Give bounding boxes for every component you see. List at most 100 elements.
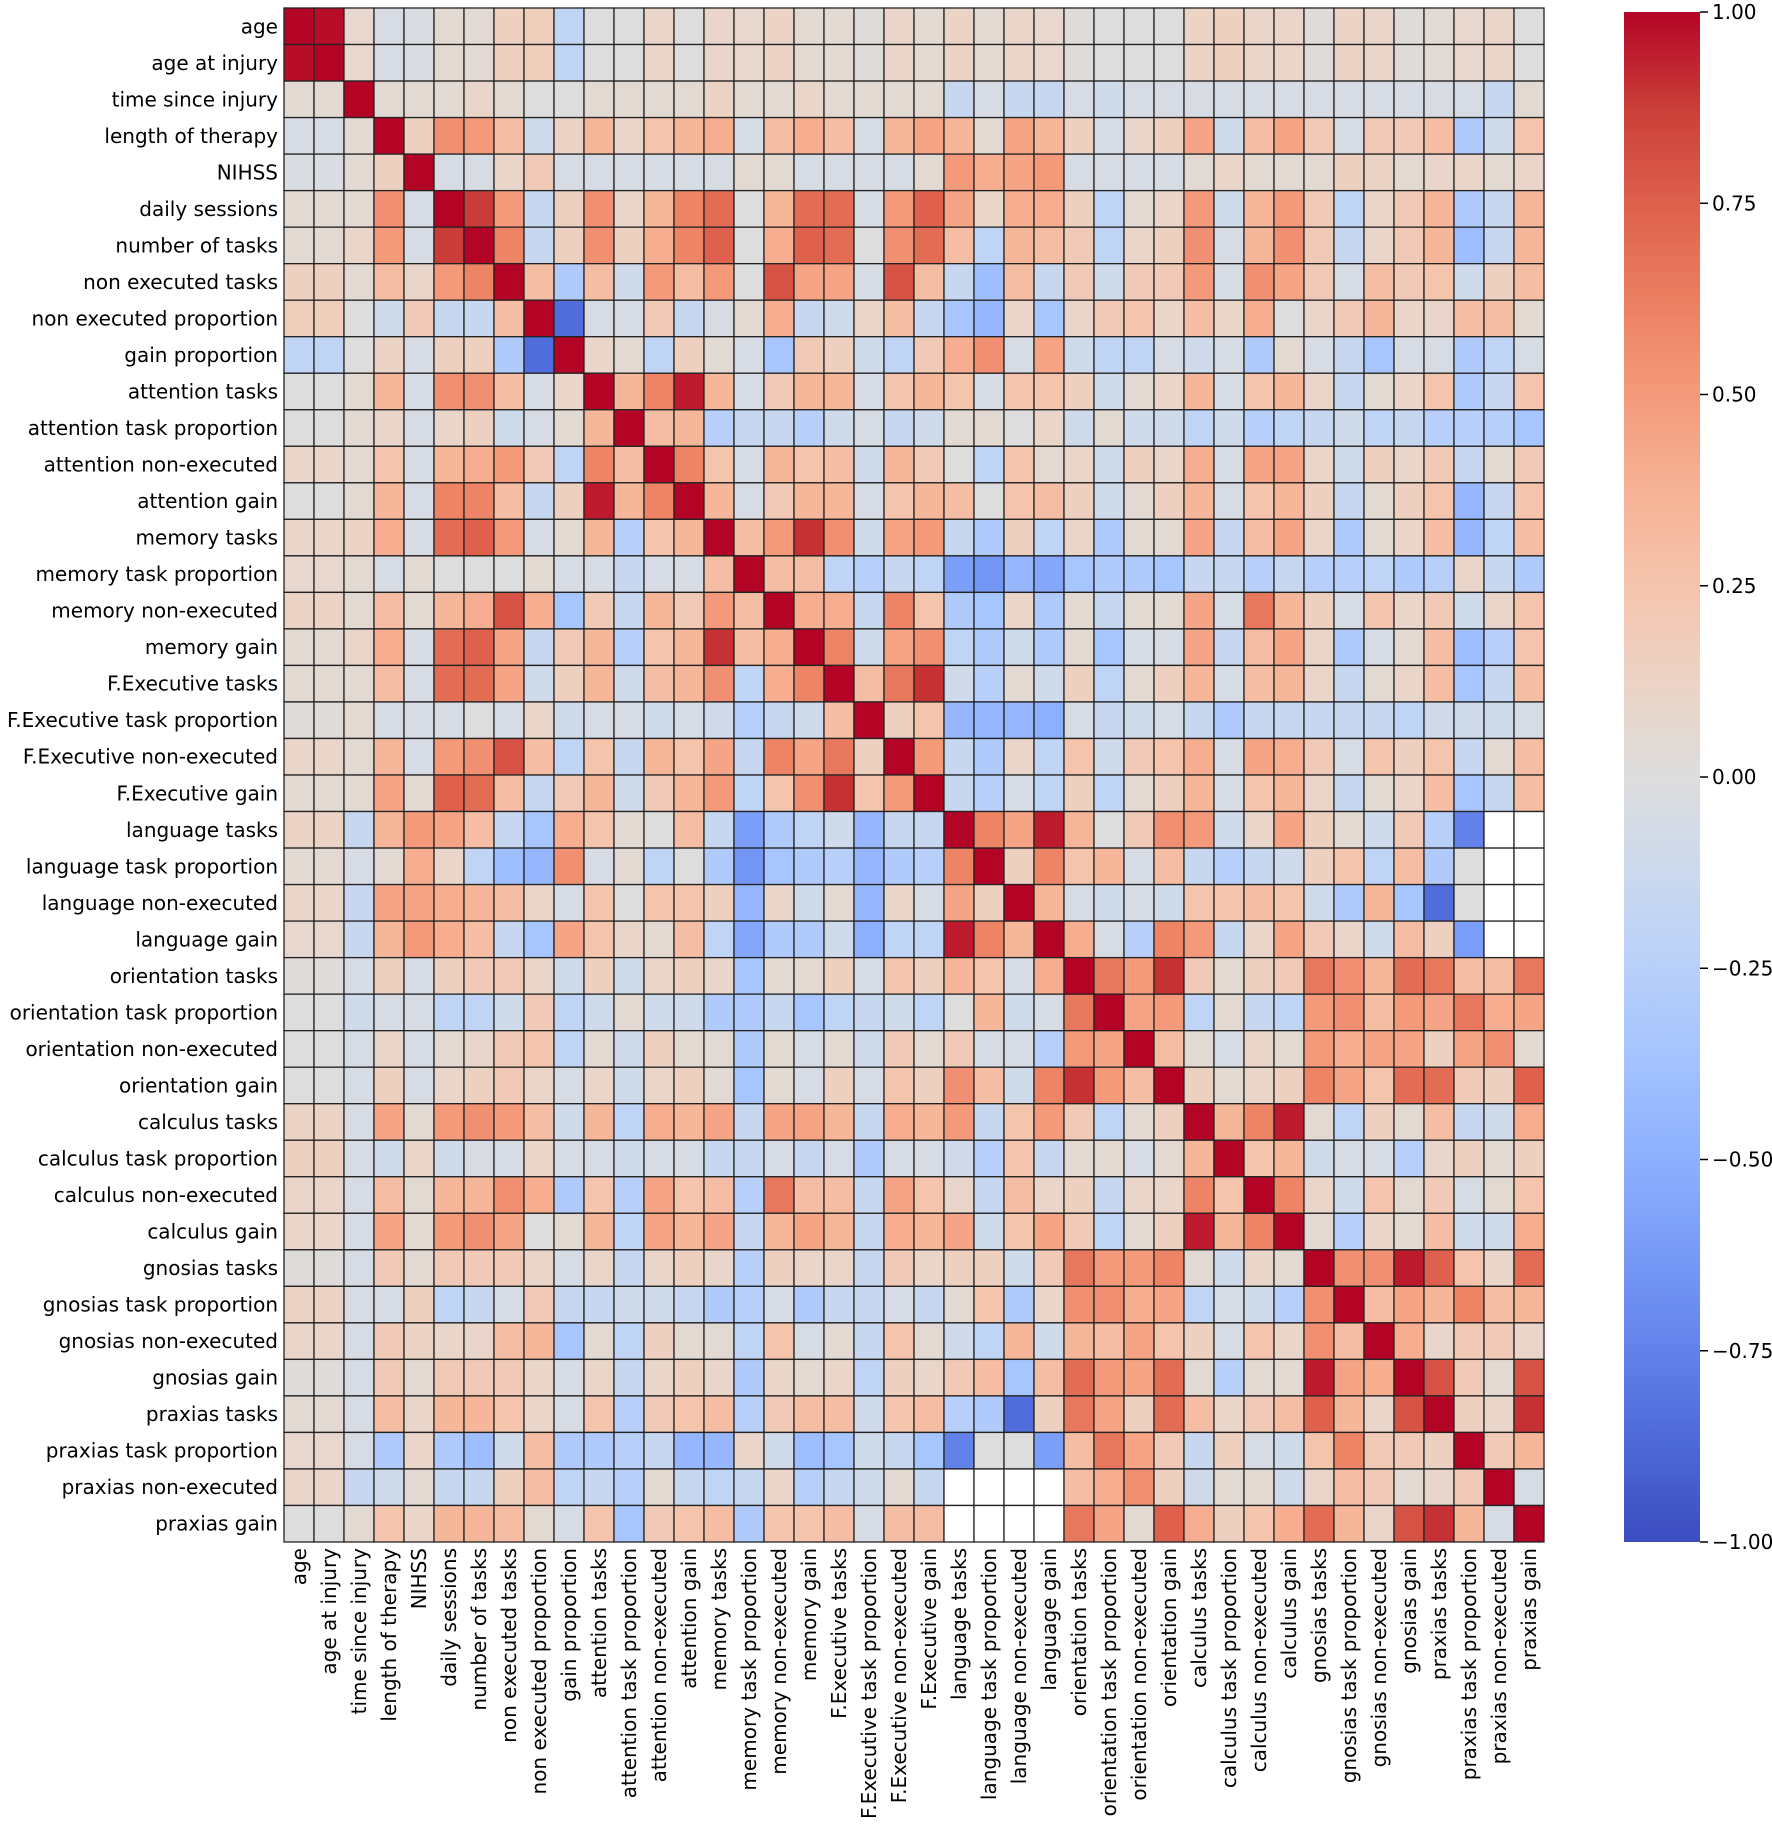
heatmap-cell-memory-tasks--age-at-injury	[313, 518, 345, 557]
heatmap-cell-f-executive-task-proportion--age-at-injury	[313, 701, 345, 740]
heatmap-cell-language-non-executed--praxias-tasks	[1423, 883, 1455, 922]
heatmap-cell-calculus-gain--praxias-tasks	[1423, 1212, 1455, 1251]
heatmap-cell-gnosias-non-executed--f-executive-tasks	[823, 1322, 855, 1361]
heatmap-cell-memory-task-proportion--memory-tasks	[703, 555, 735, 594]
heatmap-cell-orientation-task-proportion--f-executive-gain	[913, 993, 945, 1032]
heatmap-cell-calculus-tasks--time-since-injury	[343, 1103, 375, 1141]
heatmap-cell-memory-non-executed--calculus-task-proportion	[1213, 591, 1245, 630]
heatmap-cell-praxias-tasks--calculus-gain	[1273, 1395, 1305, 1434]
heatmap-cell-gnosias-tasks--attention-tasks	[583, 1249, 615, 1287]
heatmap-cell-time-since-injury--orientation-tasks	[1063, 80, 1095, 119]
heatmap-cell-language-gain--attention-non-executed	[643, 920, 675, 959]
heatmap-cell-gain-proportion--praxias-gain	[1513, 336, 1545, 374]
heatmap-cell-f-executive-tasks--gnosias-task-proportion	[1333, 664, 1365, 703]
heatmap-cell-language-non-executed--attention-tasks	[583, 883, 615, 922]
heatmap-cell-age-at-injury--age-at-injury	[313, 43, 345, 82]
heatmap-cell-memory-gain--language-gain	[1033, 628, 1065, 667]
heatmap-cell-praxias-task-proportion--orientation-task-proportion	[1093, 1431, 1125, 1470]
heatmap-cell-f-executive-non-executed--orientation-task-proportion	[1093, 737, 1125, 776]
heatmap-cell-orientation-gain--language-gain	[1033, 1066, 1065, 1105]
heatmap-cell-gain-proportion--orientation-task-proportion	[1093, 336, 1125, 374]
row-label-orientation-tasks: orientation tasks	[110, 964, 278, 988]
heatmap-cell-language-non-executed--f-executive-gain	[913, 883, 945, 922]
heatmap-cell-language-task-proportion--f-executive-non-executed	[883, 847, 915, 886]
heatmap-cell-language-non-executed--calculus-gain	[1273, 883, 1305, 922]
heatmap-cell-memory-task-proportion--orientation-non-executed	[1123, 555, 1155, 594]
heatmap-cell-calculus-task-proportion--praxias-non-executed	[1483, 1139, 1515, 1178]
heatmap-cell-attention-gain--language-gain	[1033, 482, 1065, 520]
heatmap-cell-age--language-non-executed	[1003, 7, 1035, 46]
heatmap-cell-praxias-task-proportion--daily-sessions	[433, 1431, 465, 1470]
heatmap-cell-calculus-tasks--memory-tasks	[703, 1103, 735, 1141]
heatmap-cell-f-executive-tasks--number-of-tasks	[463, 664, 495, 703]
heatmap-cell-language-task-proportion--orientation-non-executed	[1123, 847, 1155, 886]
heatmap-cell-memory-tasks--language-tasks	[943, 518, 975, 557]
heatmap-cell-language-tasks--non-executed-proportion	[523, 810, 555, 849]
heatmap-cell-orientation-gain--f-executive-task-proportion	[853, 1066, 885, 1105]
heatmap-cell-calculus-tasks--nihss	[403, 1103, 435, 1141]
column-label-number-of-tasks: number of tasks	[467, 1548, 491, 1711]
heatmap-cell-non-executed-tasks--nihss	[403, 263, 435, 301]
heatmap-cell-nihss--attention-gain	[673, 153, 705, 192]
heatmap-cell-gnosias-tasks--daily-sessions	[433, 1249, 465, 1287]
heatmap-cell-daily-sessions--calculus-tasks	[1183, 189, 1215, 228]
heatmap-cell-orientation-tasks--praxias-tasks	[1423, 956, 1455, 995]
heatmap-cell-memory-non-executed--f-executive-non-executed	[883, 591, 915, 630]
heatmap-cell-memory-gain--orientation-task-proportion	[1093, 628, 1125, 667]
heatmap-cell-attention-tasks--memory-task-proportion	[733, 372, 765, 411]
heatmap-cell-calculus-gain--non-executed-proportion	[523, 1212, 555, 1251]
heatmap-cell-gnosias-non-executed--memory-tasks	[703, 1322, 735, 1361]
heatmap-cell-attention-gain--praxias-task-proportion	[1453, 482, 1485, 520]
heatmap-cell-gnosias-non-executed--age-at-injury	[313, 1322, 345, 1361]
heatmap-cell-memory-non-executed--calculus-gain	[1273, 591, 1305, 630]
heatmap-cell-gain-proportion--orientation-non-executed	[1123, 336, 1155, 374]
heatmap-cell-praxias-task-proportion--praxias-gain	[1513, 1431, 1545, 1470]
row-label-praxias-task-proportion: praxias task proportion	[46, 1439, 278, 1463]
heatmap-cell-time-since-injury--language-task-proportion	[973, 80, 1005, 119]
heatmap-cell-f-executive-non-executed--language-tasks	[943, 737, 975, 776]
heatmap-cell-memory-task-proportion--orientation-tasks	[1063, 555, 1095, 594]
column-label-age: age	[287, 1548, 311, 1585]
heatmap-cell-orientation-task-proportion--gnosias-task-proportion	[1333, 993, 1365, 1032]
heatmap-cell-nihss--number-of-tasks	[463, 153, 495, 192]
heatmap-cell-orientation-gain--non-executed-proportion	[523, 1066, 555, 1105]
heatmap-cell-praxias-non-executed--memory-gain	[793, 1468, 825, 1507]
heatmap-cell-praxias-tasks--f-executive-gain	[913, 1395, 945, 1434]
heatmap-cell-f-executive-gain--memory-task-proportion	[733, 774, 765, 813]
heatmap-cell-gnosias-task-proportion--calculus-gain	[1273, 1285, 1305, 1324]
heatmap-cell-praxias-task-proportion--f-executive-non-executed	[883, 1431, 915, 1470]
heatmap-cell-attention-non-executed--calculus-gain	[1273, 445, 1305, 484]
column-label-memory-tasks: memory tasks	[707, 1548, 731, 1690]
heatmap-cell-memory-non-executed--memory-tasks	[703, 591, 735, 630]
heatmap-cell-f-executive-gain--length-of-therapy	[373, 774, 405, 813]
heatmap-cell-praxias-tasks--attention-non-executed	[643, 1395, 675, 1434]
heatmap-cell-gnosias-tasks--calculus-task-proportion	[1213, 1249, 1245, 1287]
heatmap-cell-gnosias-non-executed--calculus-tasks	[1183, 1322, 1215, 1361]
heatmap-cell-daily-sessions--daily-sessions	[433, 189, 465, 228]
heatmap-cell-orientation-non-executed--gnosias-non-executed	[1363, 1030, 1395, 1068]
heatmap-cell-orientation-task-proportion--attention-gain	[673, 993, 705, 1032]
heatmap-cell-daily-sessions--praxias-gain	[1513, 189, 1545, 228]
heatmap-cell-age-at-injury--attention-gain	[673, 43, 705, 82]
heatmap-cell-f-executive-non-executed--orientation-tasks	[1063, 737, 1095, 776]
heatmap-cell-f-executive-tasks--non-executed-proportion	[523, 664, 555, 703]
heatmap-cell-calculus-task-proportion--orientation-task-proportion	[1093, 1139, 1125, 1178]
heatmap-cell-gain-proportion--memory-non-executed	[763, 336, 795, 374]
heatmap-cell-f-executive-tasks--memory-gain	[793, 664, 825, 703]
heatmap-cell-memory-non-executed--praxias-non-executed	[1483, 591, 1515, 630]
heatmap-cell-language-non-executed--memory-tasks	[703, 883, 735, 922]
heatmap-cell-praxias-task-proportion--nihss	[403, 1431, 435, 1470]
heatmap-cell-number-of-tasks--calculus-tasks	[1183, 226, 1215, 265]
heatmap-cell-calculus-non-executed--orientation-tasks	[1063, 1176, 1095, 1214]
heatmap-cell-calculus-tasks--memory-gain	[793, 1103, 825, 1141]
heatmap-cell-calculus-tasks--gnosias-task-proportion	[1333, 1103, 1365, 1141]
heatmap-cell-non-executed-proportion--calculus-tasks	[1183, 299, 1215, 338]
heatmap-cell-calculus-gain--gnosias-gain	[1393, 1212, 1425, 1251]
heatmap-cell-number-of-tasks--language-task-proportion	[973, 226, 1005, 265]
heatmap-cell-non-executed-tasks--gnosias-task-proportion	[1333, 263, 1365, 301]
column-label-calculus-task-proportion: calculus task proportion	[1217, 1548, 1241, 1788]
heatmap-cell-memory-gain--praxias-tasks	[1423, 628, 1455, 667]
heatmap-cell-calculus-gain--calculus-gain	[1273, 1212, 1305, 1251]
heatmap-cell-language-tasks--non-executed-tasks	[493, 810, 525, 849]
heatmap-cell-time-since-injury--length-of-therapy	[373, 80, 405, 119]
